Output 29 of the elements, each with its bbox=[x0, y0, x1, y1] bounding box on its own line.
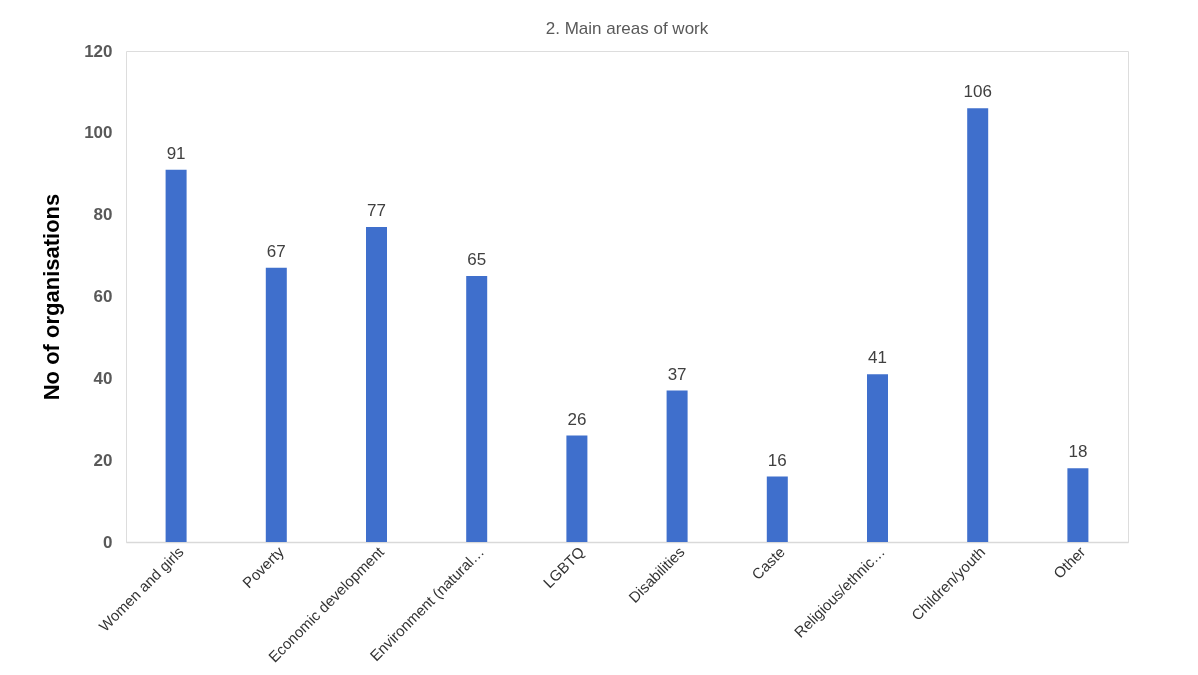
bar bbox=[766, 476, 788, 542]
data-label: 65 bbox=[467, 250, 487, 270]
y-axis-title: No of organisations bbox=[39, 193, 65, 401]
bar bbox=[165, 169, 187, 542]
data-label: 77 bbox=[367, 200, 386, 220]
bar bbox=[466, 276, 488, 542]
y-tick-label: 80 bbox=[93, 205, 113, 225]
bar bbox=[666, 390, 688, 542]
data-label: 67 bbox=[266, 241, 286, 261]
bar bbox=[867, 374, 888, 542]
data-label: 106 bbox=[963, 82, 992, 102]
bar bbox=[566, 435, 588, 542]
bar bbox=[967, 108, 989, 542]
y-tick-label: 60 bbox=[93, 287, 113, 306]
data-label: 91 bbox=[166, 143, 186, 163]
data-label: 37 bbox=[667, 364, 687, 384]
y-tick-label: 20 bbox=[93, 450, 113, 470]
y-tick-label: 100 bbox=[84, 123, 113, 143]
data-label: 18 bbox=[1068, 442, 1088, 462]
bar bbox=[366, 226, 387, 542]
data-label: 16 bbox=[767, 450, 787, 470]
chart-title: 2. Main areas of work bbox=[545, 19, 709, 38]
data-label: 41 bbox=[868, 348, 887, 368]
y-tick-label: 40 bbox=[93, 368, 113, 388]
bar bbox=[265, 267, 287, 542]
y-tick-label: 120 bbox=[84, 41, 113, 61]
bar bbox=[1067, 468, 1089, 542]
y-tick-label: 0 bbox=[103, 532, 113, 552]
data-label: 26 bbox=[567, 409, 587, 429]
